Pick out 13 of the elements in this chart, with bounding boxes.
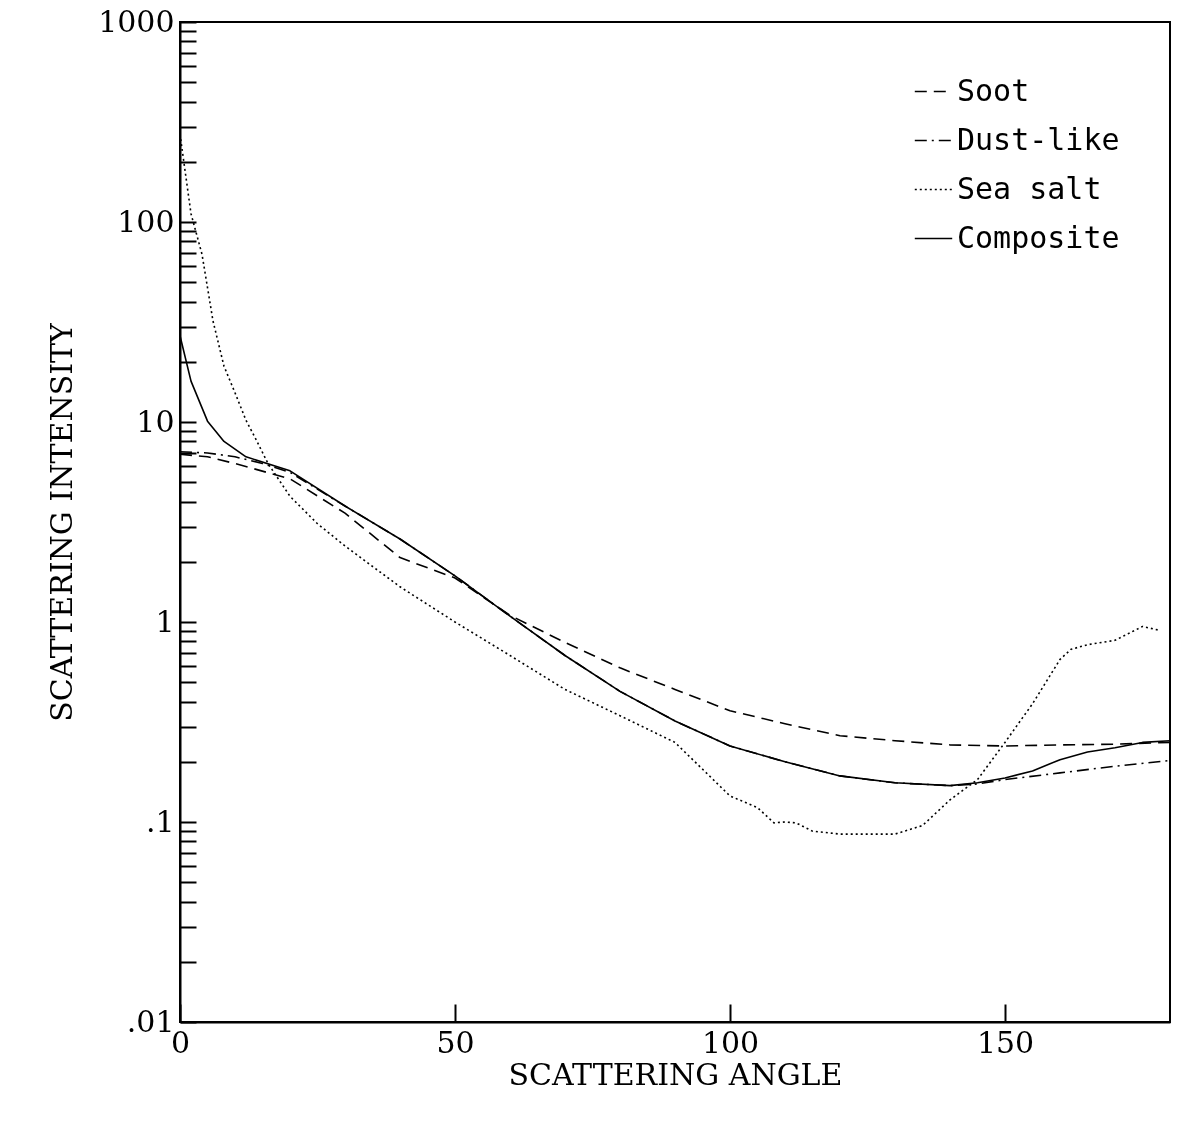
y-tick-label: 100 xyxy=(117,203,175,239)
legend-label: Soot xyxy=(957,72,1030,108)
y-tick-label: .1 xyxy=(145,803,175,839)
y-tick-label: 1 xyxy=(155,603,175,639)
y-axis-title: SCATTERING INTENSITY xyxy=(44,321,80,722)
y-tick-label: 1000 xyxy=(98,3,175,39)
x-tick-label: 150 xyxy=(976,1024,1035,1060)
x-tick-label: 50 xyxy=(436,1024,475,1060)
legend-label: Dust-like xyxy=(957,121,1120,157)
legend-label: Sea salt xyxy=(957,170,1102,206)
y-tick-label: 10 xyxy=(136,403,175,439)
x-tick-label: 0 xyxy=(170,1024,191,1060)
legend-label: Composite xyxy=(957,219,1120,255)
